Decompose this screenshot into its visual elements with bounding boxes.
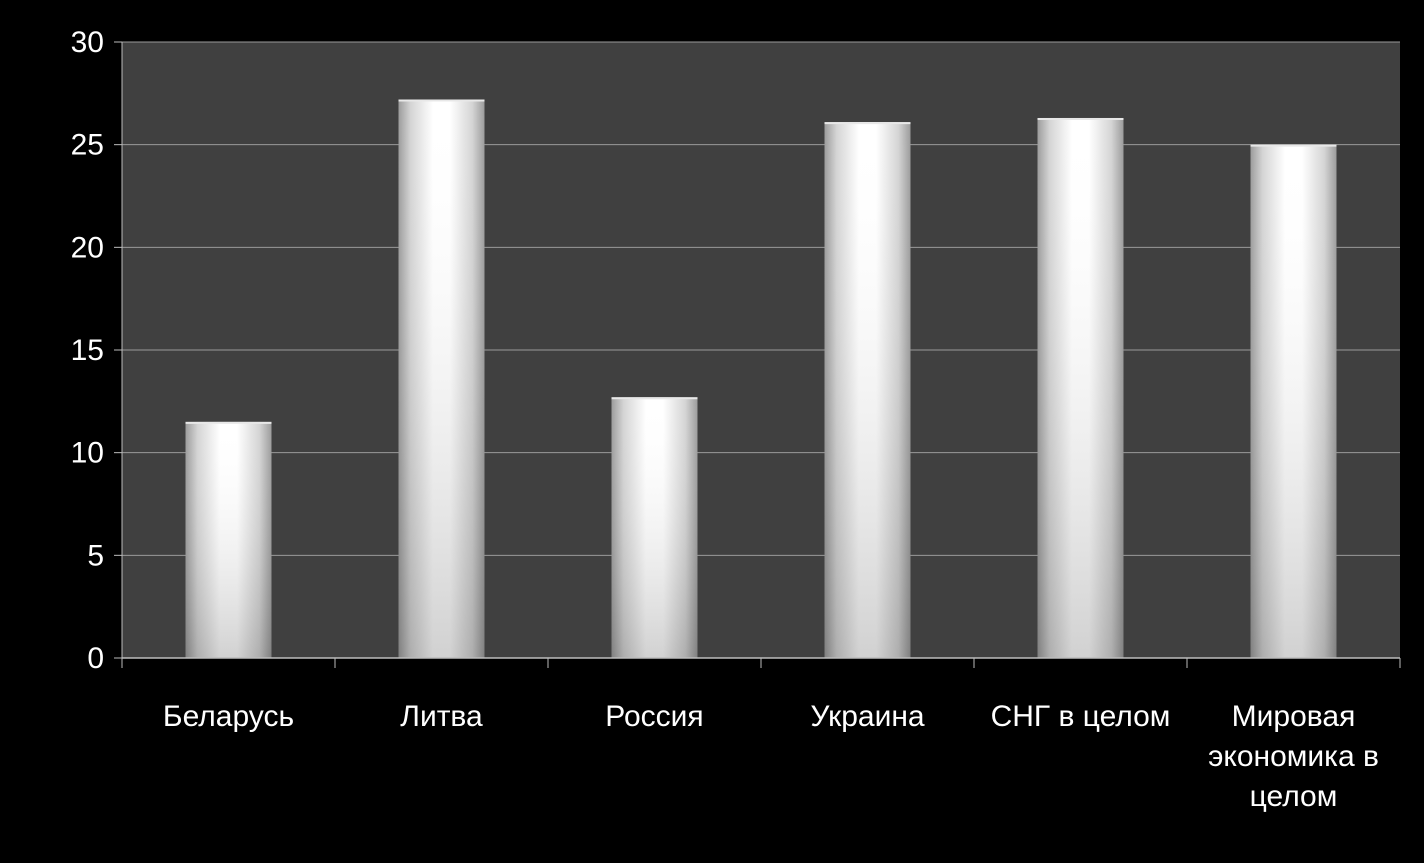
y-tick-label: 10 bbox=[71, 437, 104, 470]
bar-shade bbox=[824, 122, 911, 658]
x-tick-label: Литва bbox=[400, 700, 483, 733]
bar-shade bbox=[611, 397, 698, 658]
x-tick-label: Мировая экономика в целом bbox=[1208, 700, 1379, 813]
x-tick-label: Россия bbox=[605, 700, 703, 733]
y-tick-label: 0 bbox=[87, 642, 104, 675]
bar-shade bbox=[1037, 117, 1124, 659]
y-tick-label: 20 bbox=[71, 231, 104, 264]
x-tick-label: Беларусь bbox=[163, 700, 294, 733]
bar bbox=[611, 397, 698, 658]
bar-shade bbox=[398, 99, 485, 658]
x-tick-label: Украина bbox=[810, 700, 925, 733]
y-tick-label: 30 bbox=[71, 26, 104, 59]
y-tick-label: 25 bbox=[71, 129, 104, 162]
bar bbox=[398, 99, 485, 658]
y-tick-label: 5 bbox=[87, 539, 104, 572]
bar-shade bbox=[1250, 144, 1337, 658]
y-tick-labels: 0 5 10 15 20 25 30 bbox=[71, 26, 104, 675]
gridlines bbox=[122, 41, 1400, 556]
bar bbox=[1250, 144, 1337, 658]
bars bbox=[185, 99, 1337, 659]
x-tick-label: СНГ в целом bbox=[991, 700, 1171, 733]
bar-shade bbox=[185, 421, 272, 658]
x-tick-labels: Беларусь Литва Россия Украина СНГ в целом Мир… bbox=[163, 700, 1379, 813]
axes bbox=[114, 41, 1401, 668]
bar bbox=[185, 421, 272, 658]
y-tick-label: 15 bbox=[71, 334, 104, 367]
bar bbox=[824, 122, 911, 658]
bar bbox=[1037, 117, 1124, 659]
